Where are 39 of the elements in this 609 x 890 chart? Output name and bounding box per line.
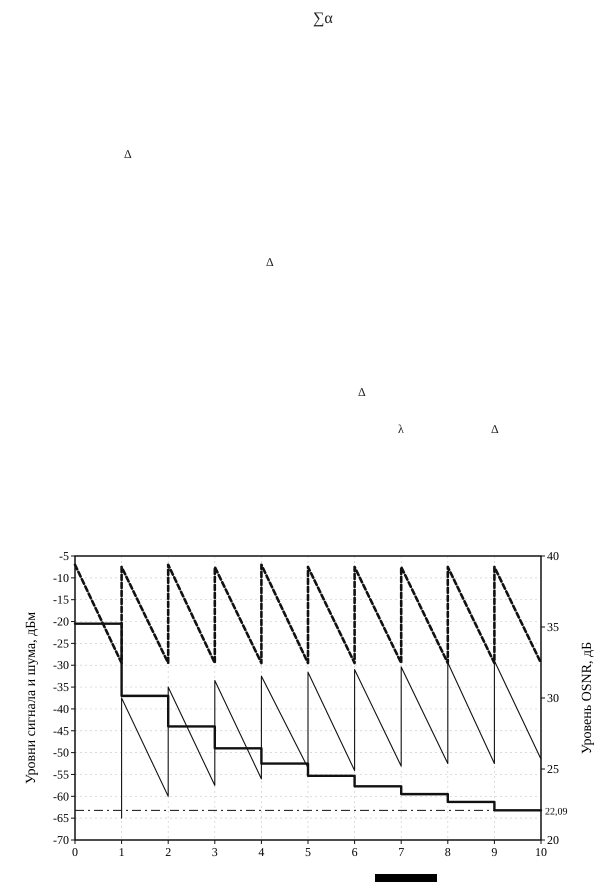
y-tick-label: -65 — [53, 811, 69, 826]
y2-tick-label: 40 — [547, 549, 559, 563]
y-tick-label: -25 — [53, 636, 69, 650]
text: Δ — [358, 385, 366, 399]
y-tick-label: -70 — [53, 833, 69, 847]
text: Δ — [124, 147, 132, 161]
y-tick-label: -50 — [53, 746, 69, 760]
x-tick-label: 6 — [352, 845, 358, 859]
x-tick-label: 4 — [258, 845, 264, 859]
y-tick-label: -40 — [53, 702, 69, 716]
y-tick-label: -35 — [53, 680, 69, 694]
x-tick-label: 2 — [165, 845, 172, 859]
y2-axis-title: Уровень OSNR, дБ — [580, 642, 595, 754]
x-tick-label: 5 — [305, 845, 311, 859]
text: ∑α — [313, 10, 334, 27]
x-tick-label: 9 — [491, 845, 498, 859]
y2-tick-label: 30 — [547, 691, 559, 705]
y2-tick-label: 20 — [547, 833, 559, 847]
ref-line-label: 22,09 — [545, 806, 568, 818]
y-tick-label: -60 — [53, 789, 69, 804]
x-tick-label: 10 — [535, 845, 547, 859]
x-tick-label: 0 — [72, 845, 78, 859]
y2-tick-label: 25 — [547, 762, 559, 776]
y-tick-label: -5 — [59, 549, 69, 563]
y-tick-label: -45 — [53, 724, 69, 738]
x-tick-label: 3 — [212, 845, 218, 859]
y-tick-label: -10 — [53, 570, 69, 585]
x-tick-label: 1 — [118, 845, 125, 859]
x-tick-label: 8 — [444, 845, 451, 859]
text: Δ — [491, 422, 499, 436]
x-tick-label: 7 — [398, 845, 404, 859]
text: λ — [398, 422, 404, 436]
y-tick-label: -55 — [53, 767, 69, 782]
text: Δ — [266, 255, 274, 269]
y2-tick-label: 35 — [547, 620, 559, 634]
y-tick-label: -15 — [53, 592, 69, 607]
y-axis-title: Уровни сигнала и шума, дБм — [24, 612, 39, 784]
y-tick-label: -30 — [53, 658, 69, 672]
y-tick-label: -20 — [53, 614, 69, 629]
